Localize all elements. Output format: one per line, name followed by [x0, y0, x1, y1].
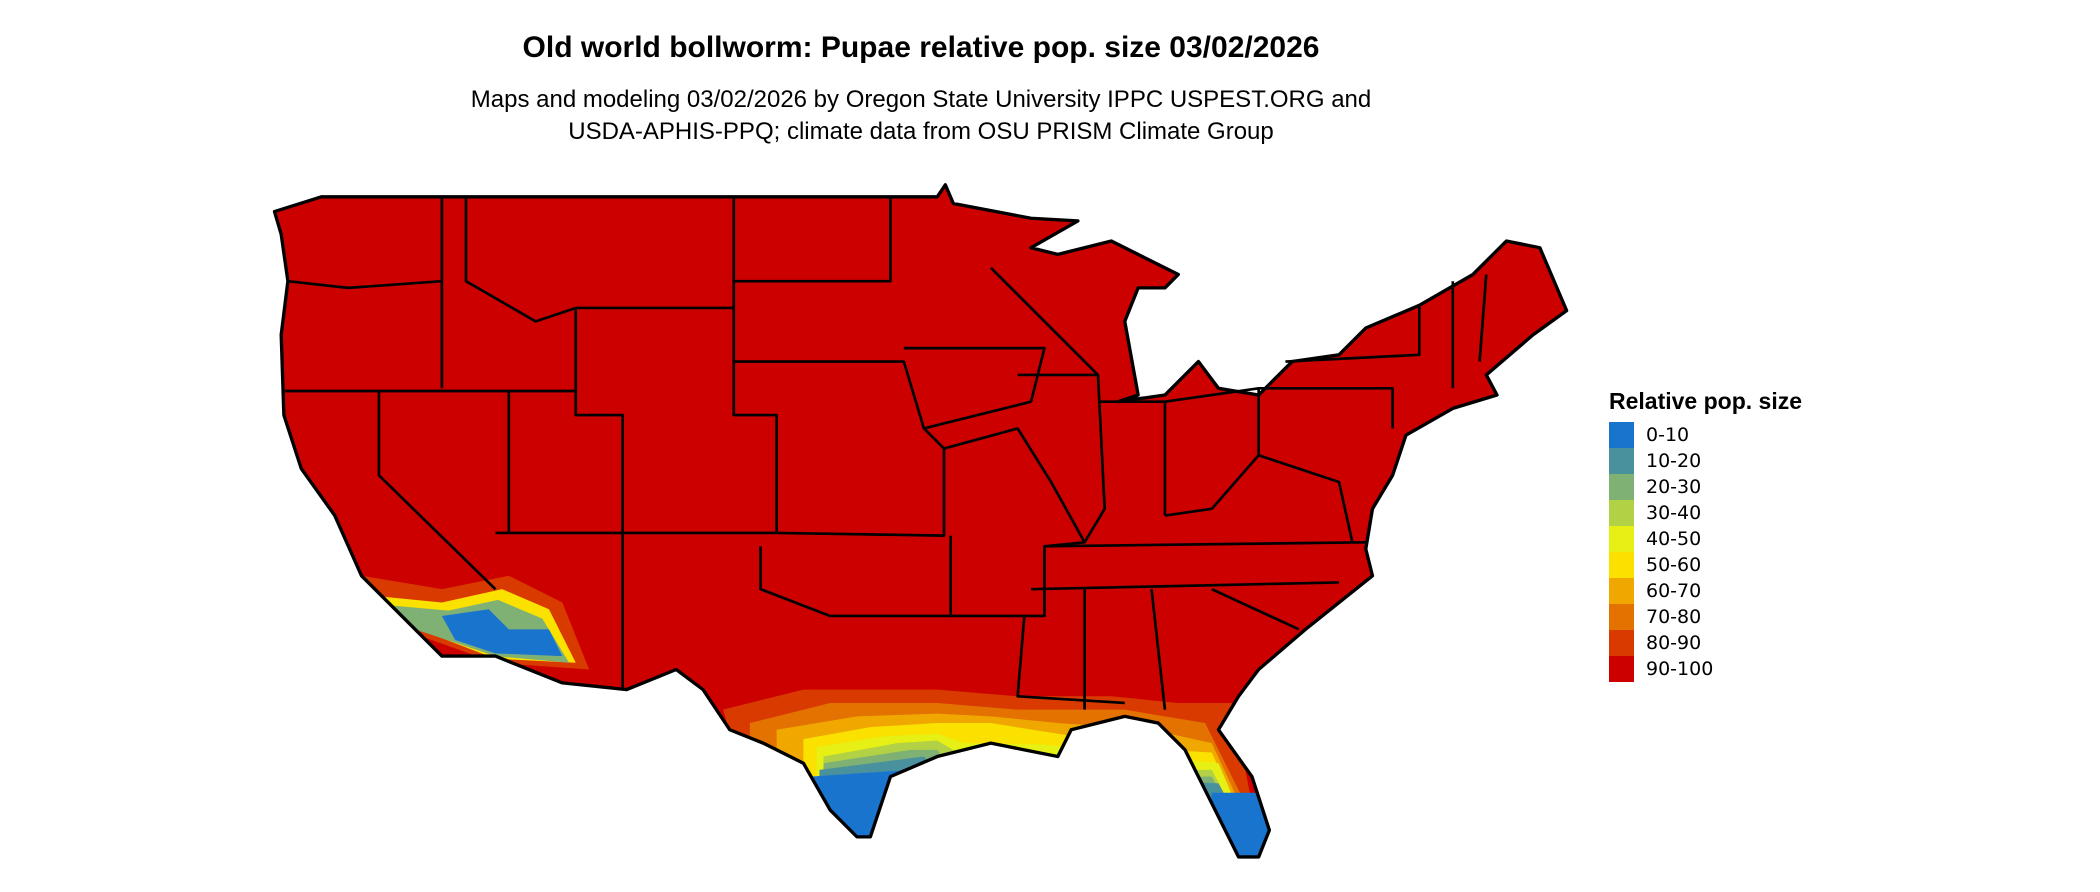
- legend-label: 60-70: [1646, 580, 1701, 602]
- legend-label: 70-80: [1646, 606, 1701, 628]
- legend-swatch-50-60: [1609, 552, 1634, 578]
- map-subtitle-line2: USDA-APHIS-PPQ; climate data from OSU PR…: [568, 118, 1274, 145]
- legend-swatch-70-80: [1609, 604, 1634, 630]
- map-legend: Relative pop. size 0-10 10-20 20-30 30-40 40…: [1609, 388, 1802, 682]
- legend-swatch-20-30: [1609, 474, 1634, 500]
- legend-label: 90-100: [1646, 658, 1713, 680]
- legend-label: 50-60: [1646, 554, 1701, 576]
- legend-label: 40-50: [1646, 528, 1701, 550]
- legend-title: Relative pop. size: [1609, 388, 1802, 414]
- legend-label: 80-90: [1646, 632, 1701, 654]
- us-map: [272, 183, 1569, 859]
- class-0-10-area-southwest: [441, 609, 563, 657]
- class-0-10-area-florida: [1205, 792, 1279, 857]
- legend-swatch-10-20: [1609, 448, 1634, 474]
- legend-swatch-60-70: [1609, 578, 1634, 604]
- legend-swatch-80-90: [1609, 630, 1634, 656]
- legend-swatch-30-40: [1609, 500, 1634, 526]
- legend-label: 10-20: [1646, 450, 1701, 472]
- map-subtitle-line1: Maps and modeling 03/02/2026 by Oregon S…: [471, 86, 1371, 113]
- map-title: Old world bollworm: Pupae relative pop. …: [523, 31, 1320, 64]
- legend-label: 0-10: [1646, 424, 1689, 446]
- class-90-100-area: [274, 184, 1567, 857]
- class-0-10-area: [803, 769, 911, 857]
- state-boundaries: [285, 196, 1488, 710]
- legend-label: 30-40: [1646, 502, 1701, 524]
- legend-swatch-90-100: [1609, 656, 1634, 682]
- legend-swatch-0-10: [1609, 422, 1634, 448]
- legend-label: 20-30: [1646, 476, 1701, 498]
- legend-swatch-40-50: [1609, 526, 1634, 552]
